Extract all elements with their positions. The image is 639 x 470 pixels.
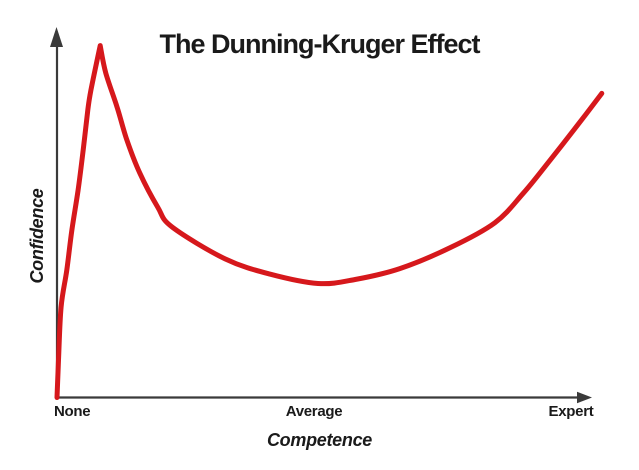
dunning-kruger-curve (54, 43, 605, 400)
x-axis-label: Competence (266, 430, 373, 450)
y-axis-label: Confidence (27, 188, 47, 284)
x-tick-none: None (54, 403, 91, 420)
chart-title: The Dunning-Kruger Effect (159, 29, 481, 59)
x-axis-arrowhead-icon (577, 391, 592, 404)
y-axis-arrowhead-icon (50, 27, 63, 47)
x-tick-expert: Expert (548, 403, 594, 420)
x-tick-average: Average (285, 403, 343, 420)
